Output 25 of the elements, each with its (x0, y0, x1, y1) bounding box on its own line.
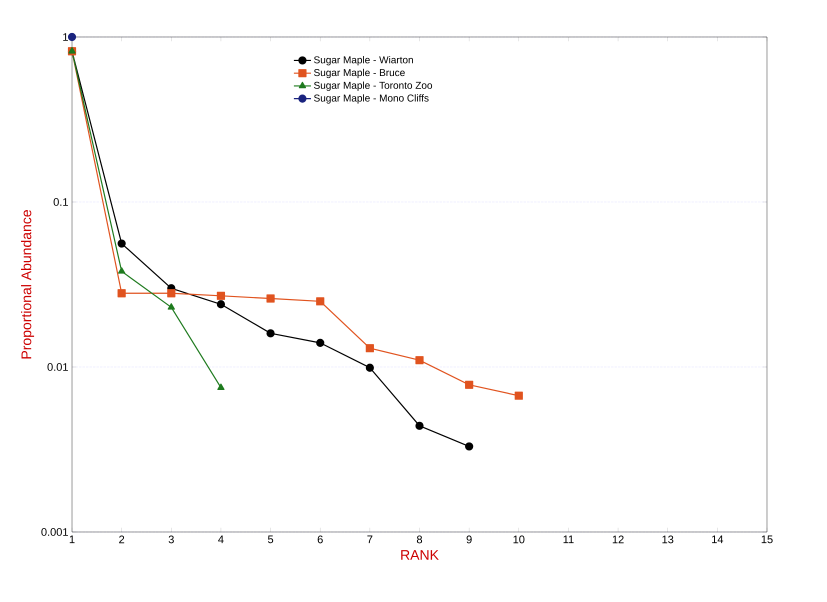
legend-label: Sugar Maple - Mono Cliffs (314, 94, 429, 104)
y-axis-title: Proportional Abundance (21, 210, 34, 358)
legend-label: Sugar Maple - Wiarton (314, 56, 413, 66)
x-tick-label: 14 (712, 536, 724, 544)
x-tick-label: 11 (564, 536, 574, 544)
x-tick-label: 3 (168, 536, 174, 544)
x-tick-label: 4 (218, 536, 224, 544)
x-tick-label: 9 (466, 536, 472, 544)
legend-label: Sugar Maple - Bruce (314, 68, 405, 78)
y-tick-label: 1 (63, 33, 68, 41)
y-tick-label: 0.01 (47, 363, 68, 371)
legend-label: Sugar Maple - Toronto Zoo (314, 82, 432, 91)
x-tick-label: 1 (70, 536, 75, 544)
y-tick-label: 0.001 (41, 528, 68, 536)
x-tick-label: 6 (318, 536, 323, 544)
x-tick-label: 2 (119, 536, 124, 544)
x-tick-label: 15 (762, 536, 773, 544)
y-tick-label: 0.1 (54, 198, 68, 206)
x-tick-label: 13 (662, 536, 674, 544)
x-tick-label: 12 (612, 536, 624, 544)
x-tick-label: 8 (416, 536, 422, 544)
x-axis-title: RANK (401, 550, 439, 560)
x-tick-label: 7 (367, 536, 372, 544)
x-tick-label: 10 (514, 536, 524, 544)
x-tick-label: 5 (268, 536, 274, 544)
